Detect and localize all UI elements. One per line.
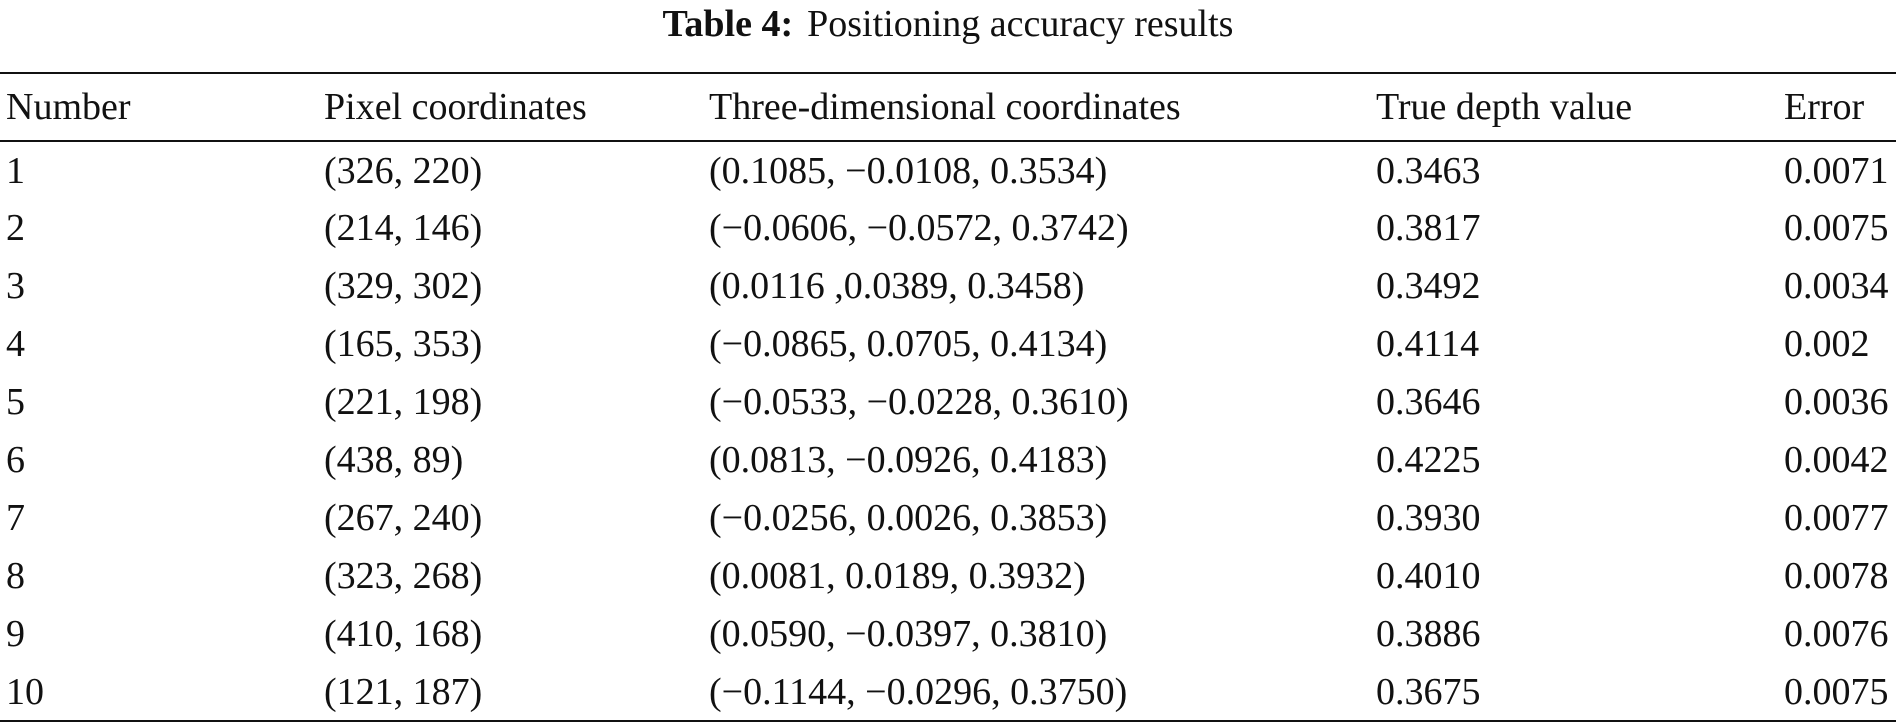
cell-three-dimensional-coordinates: (−0.0606, −0.0572, 0.3742) — [709, 207, 1129, 249]
cell-error: 0.0076 — [1784, 613, 1889, 655]
cell-number: 2 — [6, 207, 25, 249]
cell-number: 5 — [6, 381, 25, 423]
cell-error: 0.0036 — [1784, 381, 1889, 423]
cell-error: 0.0078 — [1784, 555, 1889, 597]
cell-true-depth-value: 0.3930 — [1376, 497, 1481, 539]
table-header: Number Pixel coordinates Three-dimension… — [0, 73, 1896, 141]
table-body: 1 (326, 220) (0.1085, −0.0108, 0.3534) 0.34… — [0, 141, 1896, 721]
cell-error: 0.0075 — [1784, 670, 1889, 713]
cell-true-depth-value: 0.3646 — [1376, 381, 1481, 423]
cell-pixel-coordinates: (438, 89) — [324, 439, 464, 481]
cell-error: 0.002 — [1784, 323, 1870, 365]
column-header-number: Number — [6, 86, 131, 128]
cell-number: 3 — [6, 265, 25, 307]
cell-pixel-coordinates: (267, 240) — [324, 497, 483, 539]
column-header-pixel-coordinates: Pixel coordinates — [324, 86, 587, 128]
cell-pixel-coordinates: (214, 146) — [324, 207, 483, 249]
cell-true-depth-value: 0.4010 — [1376, 555, 1481, 597]
cell-pixel-coordinates: (410, 168) — [324, 613, 483, 655]
cell-three-dimensional-coordinates: (0.0081, 0.0189, 0.3932) — [709, 555, 1086, 597]
cell-three-dimensional-coordinates: (0.1085, −0.0108, 0.3534) — [709, 149, 1108, 192]
cell-three-dimensional-coordinates: (−0.0533, −0.0228, 0.3610) — [709, 381, 1129, 423]
cell-pixel-coordinates: (323, 268) — [324, 555, 483, 597]
cell-three-dimensional-coordinates: (−0.0256, 0.0026, 0.3853) — [709, 497, 1108, 539]
cell-number: 6 — [6, 439, 25, 481]
cell-number: 9 — [6, 613, 25, 655]
cell-three-dimensional-coordinates: (0.0813, −0.0926, 0.4183) — [709, 439, 1108, 481]
cell-number: 7 — [6, 497, 25, 539]
cell-error: 0.0075 — [1784, 207, 1889, 249]
cell-three-dimensional-coordinates: (0.0590, −0.0397, 0.3810) — [709, 613, 1108, 655]
cell-three-dimensional-coordinates: (−0.1144, −0.0296, 0.3750) — [709, 670, 1128, 713]
cell-error: 0.0034 — [1784, 265, 1889, 307]
cell-three-dimensional-coordinates: (0.0116 ,0.0389, 0.3458) — [709, 265, 1085, 307]
column-header-error: Error — [1784, 86, 1865, 128]
table-row: 1 (326, 220) (0.1085, −0.0108, 0.3534) 0.34… — [0, 141, 1896, 199]
cell-number: 1 — [6, 149, 25, 192]
cell-pixel-coordinates: (326, 220) — [324, 149, 483, 192]
cell-true-depth-value: 0.3675 — [1376, 670, 1481, 713]
cell-true-depth-value: 0.3463 — [1376, 149, 1481, 192]
table-caption: Table 4: Positioning accuracy results — [0, 0, 1896, 52]
cell-number: 4 — [6, 323, 25, 365]
cell-pixel-coordinates: (121, 187) — [324, 670, 483, 713]
cell-true-depth-value: 0.4225 — [1376, 439, 1481, 481]
table-row: 5 (221, 198) (−0.0533, −0.0228, 0.3610) 0.3… — [0, 373, 1896, 431]
cell-error: 0.0042 — [1784, 439, 1889, 481]
column-header-three-dimensional-coordinates: Three-dimensional coordinates — [709, 86, 1181, 128]
cell-error: 0.0077 — [1784, 497, 1889, 539]
cell-three-dimensional-coordinates: (−0.0865, 0.0705, 0.4134) — [709, 323, 1108, 365]
table-row: 8 (323, 268) (0.0081, 0.0189, 0.3932) 0.401… — [0, 547, 1896, 605]
table-caption-label: Table 4: — [662, 3, 794, 45]
table-row: 9 (410, 168) (0.0590, −0.0397, 0.3810) 0.38… — [0, 605, 1896, 663]
table-caption-title: Positioning accuracy results — [807, 3, 1234, 45]
cell-true-depth-value: 0.3886 — [1376, 613, 1481, 655]
table-row: 3 (329, 302) (0.0116 ,0.0389, 0.3458) 0.349… — [0, 257, 1896, 315]
table-row: 6 (438, 89) (0.0813, −0.0926, 0.4183) 0.422… — [0, 431, 1896, 489]
results-table: Number Pixel coordinates Three-dimension… — [0, 72, 1896, 722]
cell-true-depth-value: 0.3492 — [1376, 265, 1481, 307]
column-header-true-depth-value: True depth value — [1376, 86, 1633, 128]
table-row: 4 (165, 353) (−0.0865, 0.0705, 0.4134) 0.41… — [0, 315, 1896, 373]
table-row: 10 (121, 187) (−0.1144, −0.0296, 0.3750) 0.… — [0, 663, 1896, 721]
table-row: 7 (267, 240) (−0.0256, 0.0026, 0.3853) 0.39… — [0, 489, 1896, 547]
cell-true-depth-value: 0.3817 — [1376, 207, 1481, 249]
cell-pixel-coordinates: (221, 198) — [324, 381, 483, 423]
table-row: 2 (214, 146) (−0.0606, −0.0572, 0.3742) 0.3… — [0, 199, 1896, 257]
cell-number: 8 — [6, 555, 25, 597]
table-header-row: Number Pixel coordinates Three-dimension… — [0, 73, 1896, 141]
cell-error: 0.0071 — [1784, 149, 1889, 192]
cell-true-depth-value: 0.4114 — [1376, 323, 1480, 365]
cell-pixel-coordinates: (329, 302) — [324, 265, 483, 307]
cell-number: 10 — [6, 670, 44, 713]
cell-pixel-coordinates: (165, 353) — [324, 323, 483, 365]
